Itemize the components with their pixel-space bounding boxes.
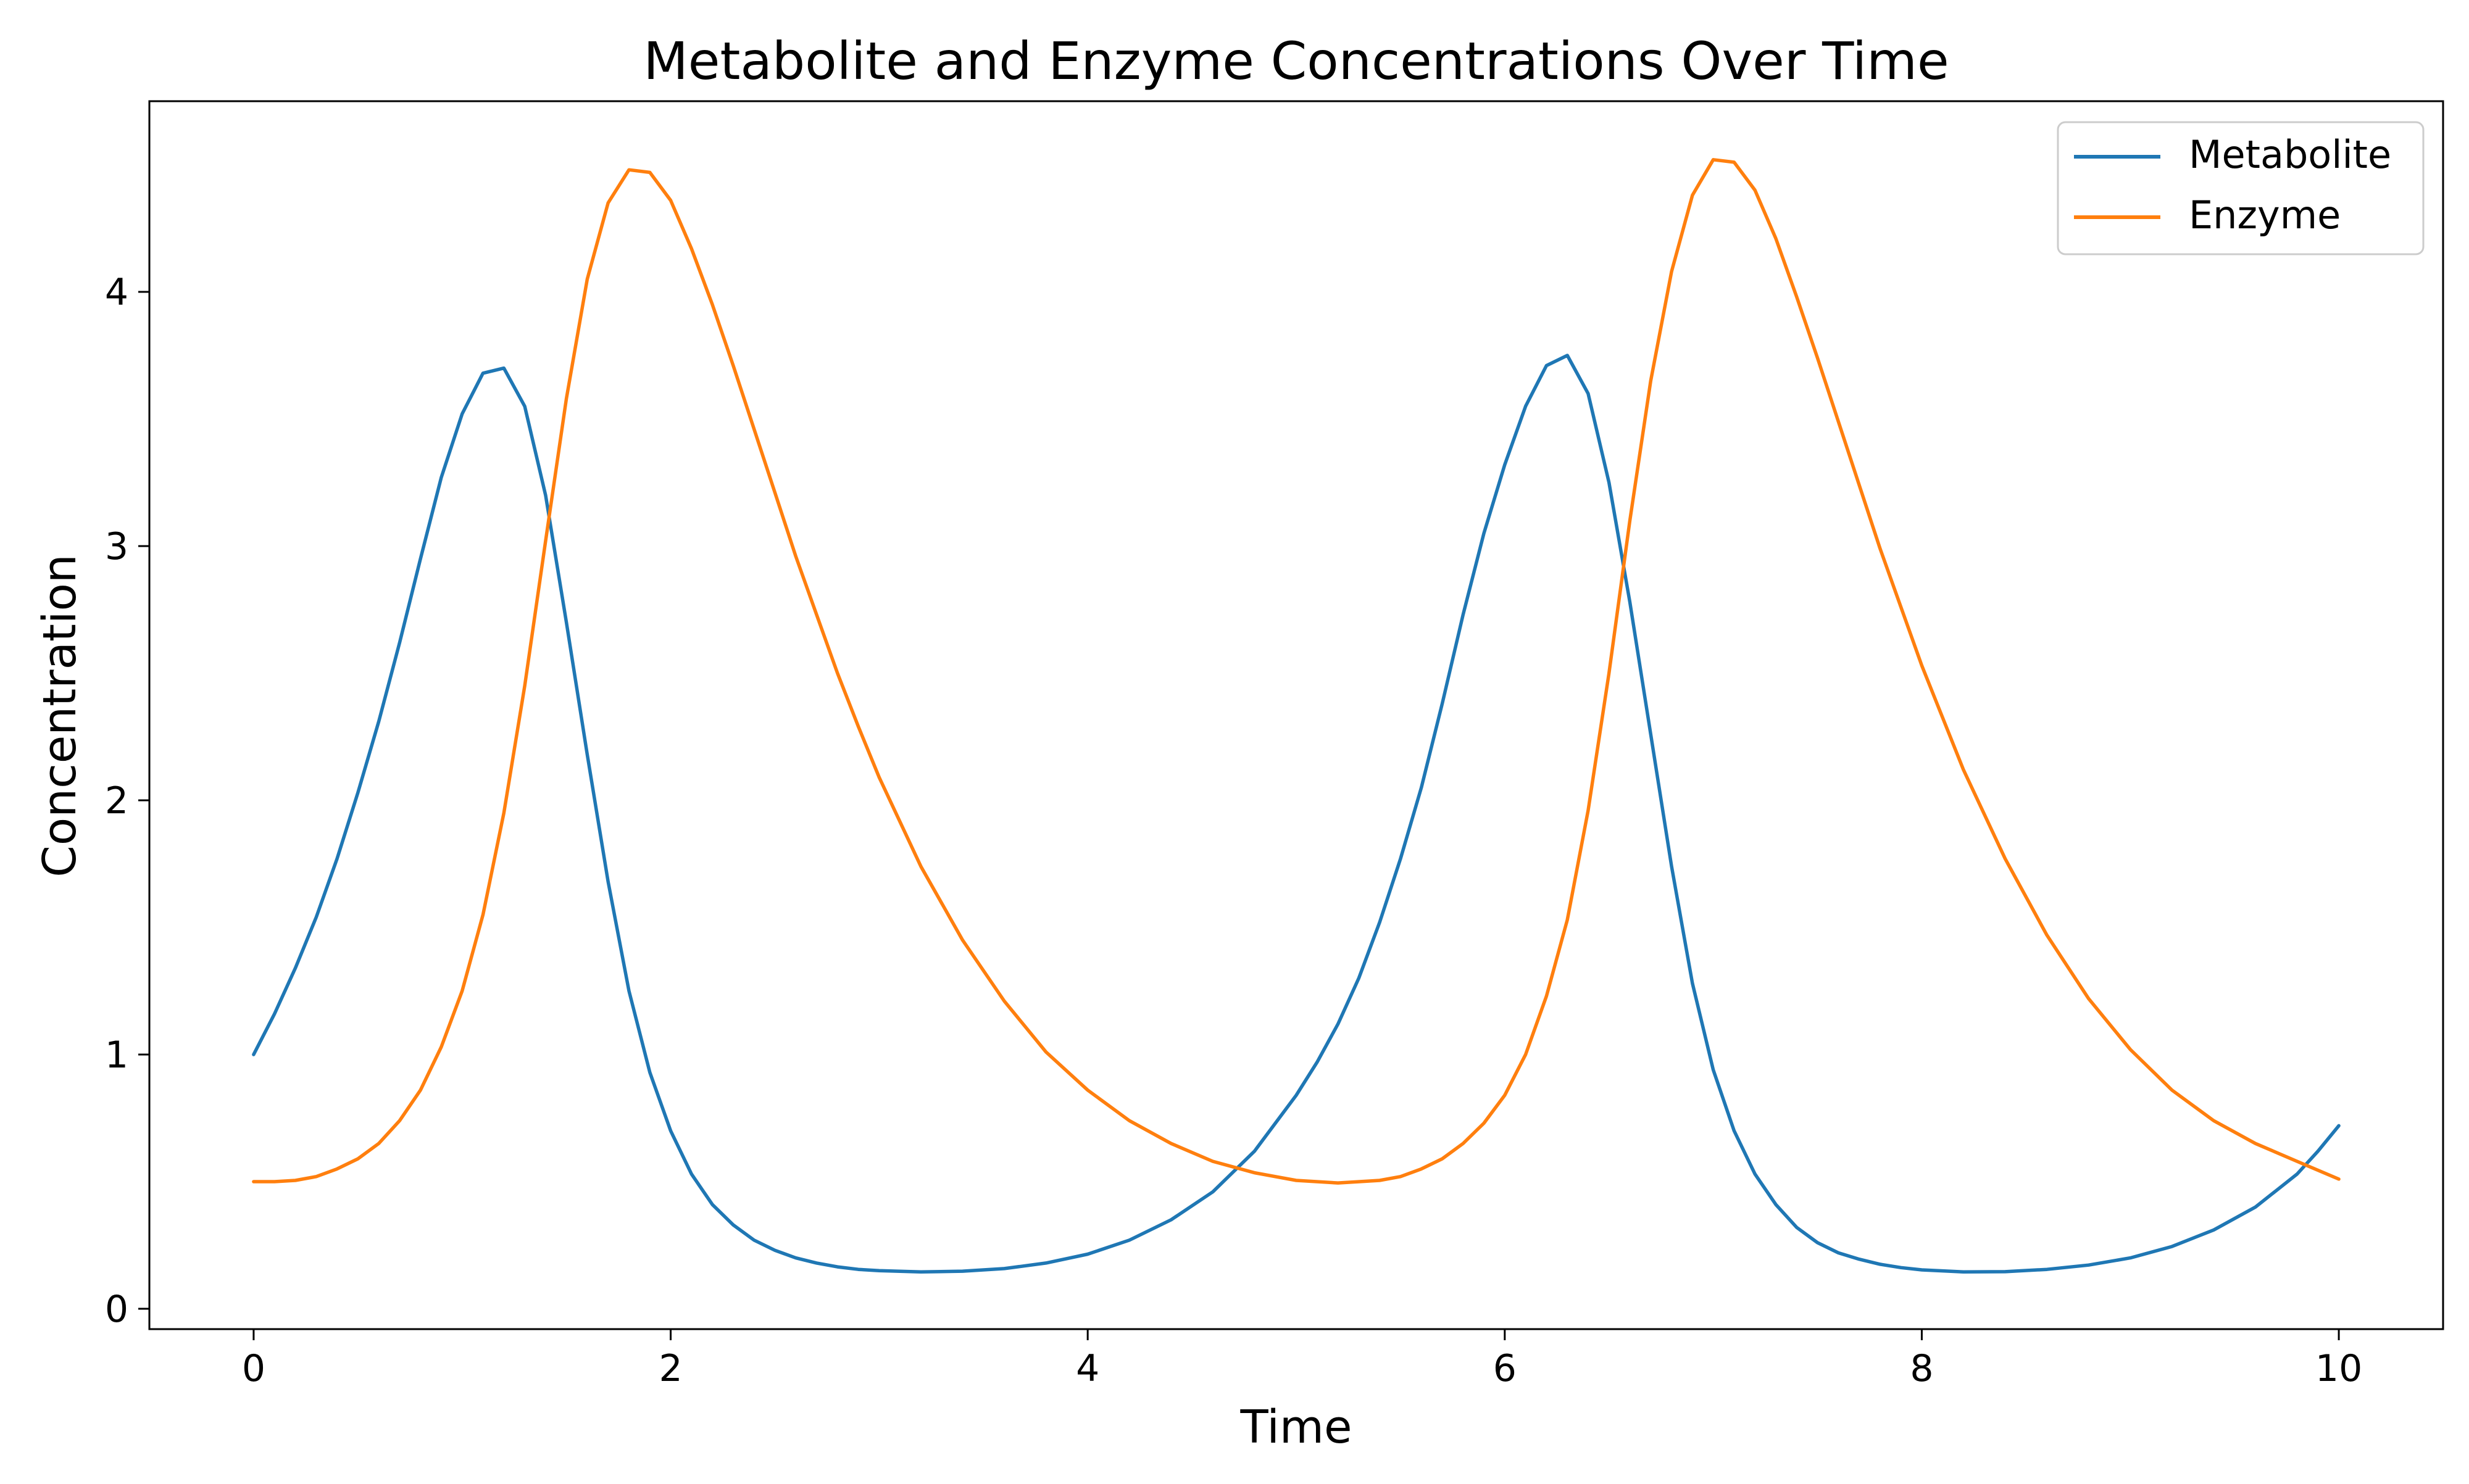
- x-tick-label: 4: [1076, 1347, 1099, 1390]
- plot-frame: [148, 100, 2444, 1330]
- legend-label-enzyme: Enzyme: [2189, 193, 2341, 238]
- plot-area: [148, 100, 2444, 1330]
- y-axis: 0 1 2 3 4: [105, 271, 149, 1331]
- y-tick-label: 3: [105, 525, 128, 568]
- y-axis-label: Concentration: [33, 554, 86, 877]
- series-line-enzyme: [252, 158, 2341, 1185]
- y-tick-label: 1: [105, 1034, 128, 1077]
- y-tick-label: 0: [105, 1288, 128, 1331]
- y-tick-label: 4: [105, 271, 128, 314]
- legend: Metabolite Enzyme: [2057, 121, 2425, 255]
- x-tick-label: 2: [659, 1347, 682, 1390]
- x-tick-label: 0: [242, 1347, 265, 1390]
- x-tick-label: 10: [2315, 1347, 2362, 1390]
- series-group: [252, 158, 2341, 1274]
- series-line-metabolite: [252, 354, 2341, 1274]
- chart-title: Metabolite and Enzyme Concentrations Ove…: [643, 31, 1949, 91]
- x-tick-label: 8: [1910, 1347, 1933, 1390]
- legend-label-metabolite: Metabolite: [2189, 132, 2391, 177]
- x-axis-label: Time: [1239, 1401, 1352, 1454]
- x-axis: 0 2 4 6 8 10: [242, 1329, 2362, 1390]
- y-tick-label: 2: [105, 779, 128, 823]
- x-tick-label: 6: [1493, 1347, 1517, 1390]
